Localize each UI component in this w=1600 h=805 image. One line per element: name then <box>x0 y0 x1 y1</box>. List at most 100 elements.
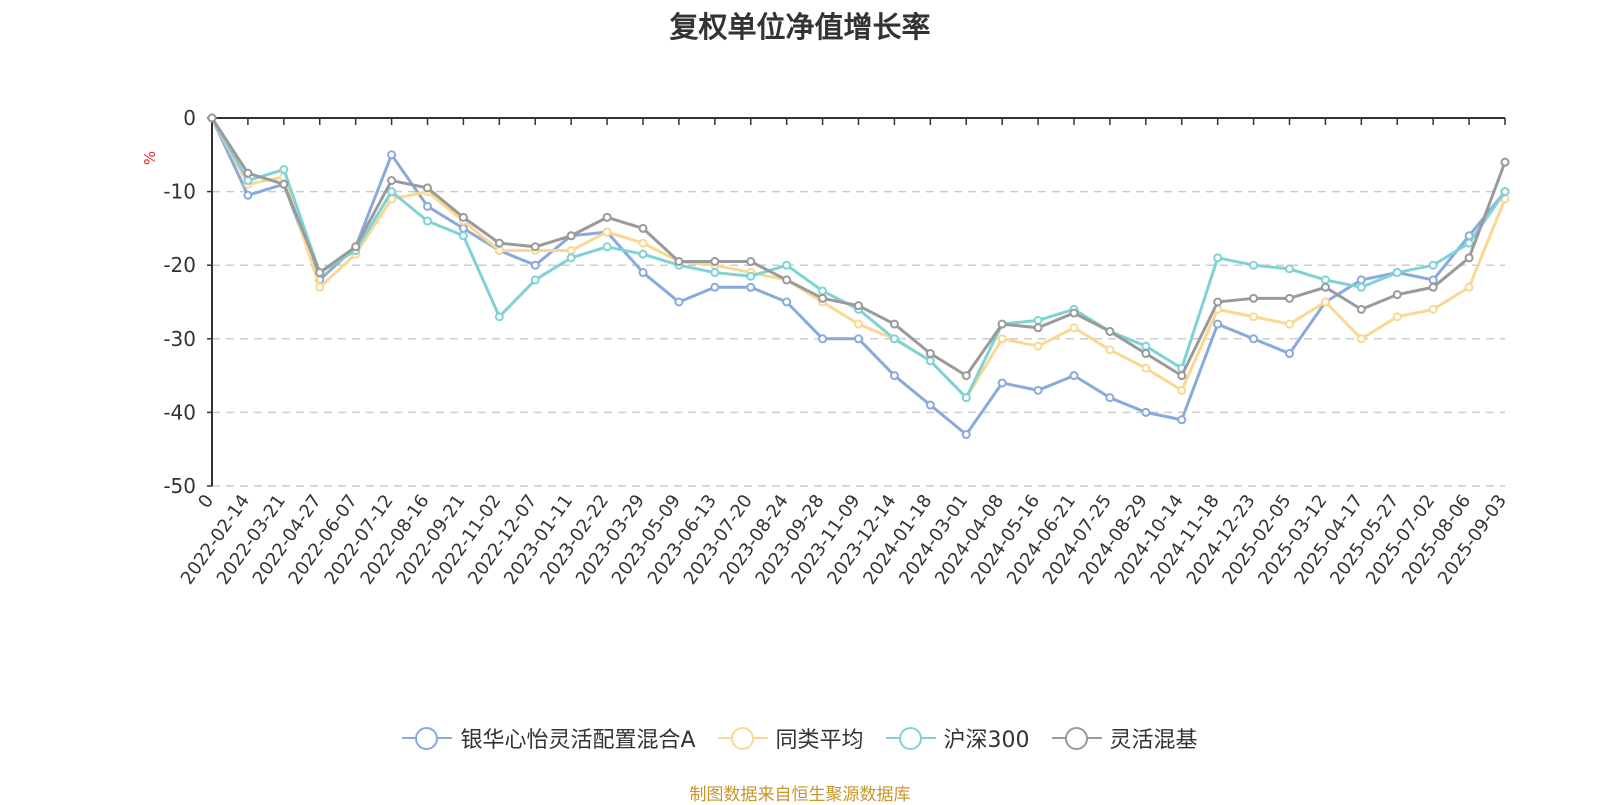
data-point <box>494 238 504 248</box>
data-point <box>351 242 361 252</box>
legend-label: 沪深300 <box>943 728 1030 753</box>
data-point <box>566 231 576 241</box>
series-line-1 <box>210 117 1507 400</box>
data-point <box>889 334 899 344</box>
data-point <box>1213 319 1223 329</box>
data-point <box>925 356 935 366</box>
data-point <box>818 286 828 296</box>
line-chart: 0-10-20-30-40-50%02022-02-142022-03-2120… <box>141 106 1511 589</box>
data-point <box>638 223 648 233</box>
legend-item[interactable]: 同类平均 <box>717 722 864 754</box>
data-point <box>458 223 468 233</box>
data-point <box>315 268 325 278</box>
data-point <box>961 371 971 381</box>
data-point <box>1033 341 1043 351</box>
legend-label: 银华心怡灵活配置混合A <box>460 728 696 753</box>
data-point <box>889 319 899 329</box>
data-point <box>1069 323 1079 333</box>
data-point <box>1500 187 1510 197</box>
series-line-2 <box>210 117 1507 400</box>
legend-marker-icon <box>402 726 453 750</box>
data-point <box>602 212 612 222</box>
data-point <box>818 334 828 344</box>
data-point <box>602 242 612 252</box>
data-point <box>1105 393 1115 403</box>
data-point <box>1033 315 1043 325</box>
data-point <box>243 168 253 178</box>
data-point <box>1213 253 1223 263</box>
data-point <box>1285 293 1294 303</box>
data-point <box>710 257 720 267</box>
data-point <box>1356 334 1366 344</box>
legend-item[interactable]: 银华心怡灵活配置混合A <box>402 722 696 754</box>
data-point <box>494 245 504 255</box>
data-point <box>423 216 432 226</box>
y-tick-label: -30 <box>163 327 196 351</box>
data-point <box>1320 297 1330 307</box>
data-point <box>423 201 432 211</box>
data-point <box>1428 275 1438 285</box>
data-point <box>494 312 504 322</box>
data-point <box>782 275 792 285</box>
data-point <box>997 378 1007 388</box>
data-point <box>854 319 863 329</box>
data-point <box>1177 415 1187 425</box>
data-point <box>1428 260 1438 270</box>
data-point <box>997 319 1007 329</box>
data-point <box>1033 323 1043 333</box>
legend-label: 灵活混基 <box>1109 728 1198 753</box>
data-point <box>315 282 325 292</box>
data-point <box>458 212 468 222</box>
x-tick-label: 0 <box>194 491 218 512</box>
data-point <box>1285 349 1294 359</box>
data-point <box>925 400 935 410</box>
data-point <box>1464 238 1474 248</box>
legend-marker-icon <box>885 726 936 750</box>
data-point <box>530 242 540 252</box>
data-point <box>279 179 289 189</box>
y-tick-label: -10 <box>163 180 196 204</box>
y-axis-label: % <box>141 151 159 165</box>
data-point <box>1392 312 1402 322</box>
data-point <box>458 231 468 241</box>
data-point <box>1320 282 1330 292</box>
legend-item[interactable]: 灵活混基 <box>1051 722 1198 754</box>
data-point <box>638 249 648 259</box>
data-point <box>243 190 253 200</box>
data-point <box>1177 371 1187 381</box>
data-point <box>1249 293 1259 303</box>
data-point <box>818 293 828 303</box>
data-point <box>1033 385 1043 395</box>
data-point <box>1356 304 1366 314</box>
data-point <box>889 371 899 381</box>
data-point <box>566 253 576 263</box>
data-point <box>782 297 792 307</box>
y-tick-label: -40 <box>163 400 196 424</box>
y-tick-label: -50 <box>163 474 196 498</box>
data-point <box>961 429 971 439</box>
data-point <box>1213 297 1223 307</box>
y-tick-label: -20 <box>163 253 196 277</box>
data-point <box>1428 304 1438 314</box>
data-point <box>530 260 540 270</box>
data-point <box>746 257 756 267</box>
data-point <box>1141 341 1151 351</box>
data-point <box>1464 282 1474 292</box>
legend-item[interactable]: 沪深300 <box>885 722 1030 754</box>
chart-title: 复权单位净值增长率 <box>669 10 931 44</box>
data-point <box>387 176 397 186</box>
legend-marker-icon <box>1051 726 1102 750</box>
data-point <box>243 176 253 186</box>
data-point <box>1141 349 1151 359</box>
data-point <box>566 245 576 255</box>
data-point <box>1069 371 1079 381</box>
data-point <box>746 282 756 292</box>
data-point <box>1141 363 1151 373</box>
data-point <box>854 301 863 311</box>
data-point <box>387 150 397 160</box>
data-point <box>1249 334 1259 344</box>
data-point <box>854 334 863 344</box>
data-point <box>638 268 648 278</box>
data-point <box>279 165 289 175</box>
data-point <box>207 113 217 123</box>
